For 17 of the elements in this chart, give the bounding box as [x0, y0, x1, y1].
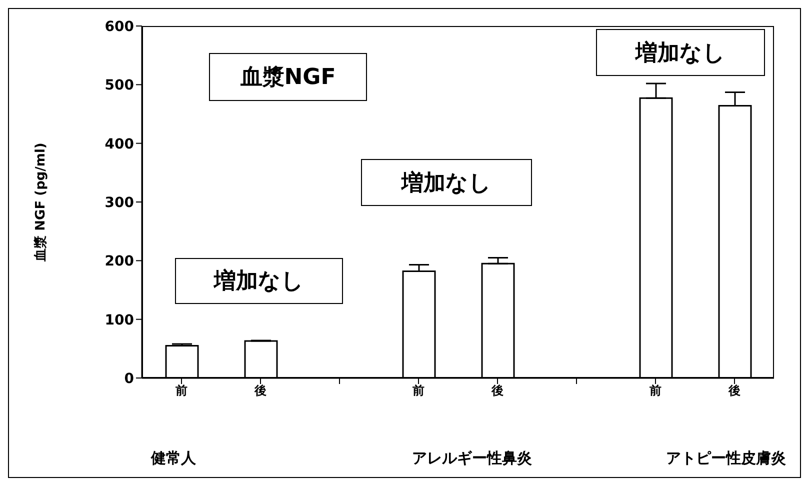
x-tick-label: 前 — [412, 384, 424, 398]
x-tick-label: 前 — [174, 384, 188, 398]
y-tick-label: 300 — [104, 194, 134, 211]
y-tick-label: 100 — [104, 312, 134, 328]
x-tick-label: 後 — [490, 384, 504, 398]
x-tick-label: 前 — [648, 384, 662, 398]
text: アトピー性皮膚炎 — [666, 449, 786, 468]
y-axis-title: 血漿 NGF (pg/ml) — [32, 142, 49, 262]
text: アレルギー性鼻炎 — [412, 449, 532, 468]
y-tick-label: 500 — [104, 78, 134, 94]
x-tick-label: 後 — [728, 384, 740, 398]
y-tick-label: 200 — [104, 254, 134, 270]
y-tick-label: 600 — [104, 18, 134, 35]
y-tick-label: 0 — [124, 370, 134, 387]
text: 健常人 — [151, 449, 196, 468]
y-tick-label: 400 — [104, 136, 134, 152]
x-tick-label: 後 — [254, 384, 266, 398]
